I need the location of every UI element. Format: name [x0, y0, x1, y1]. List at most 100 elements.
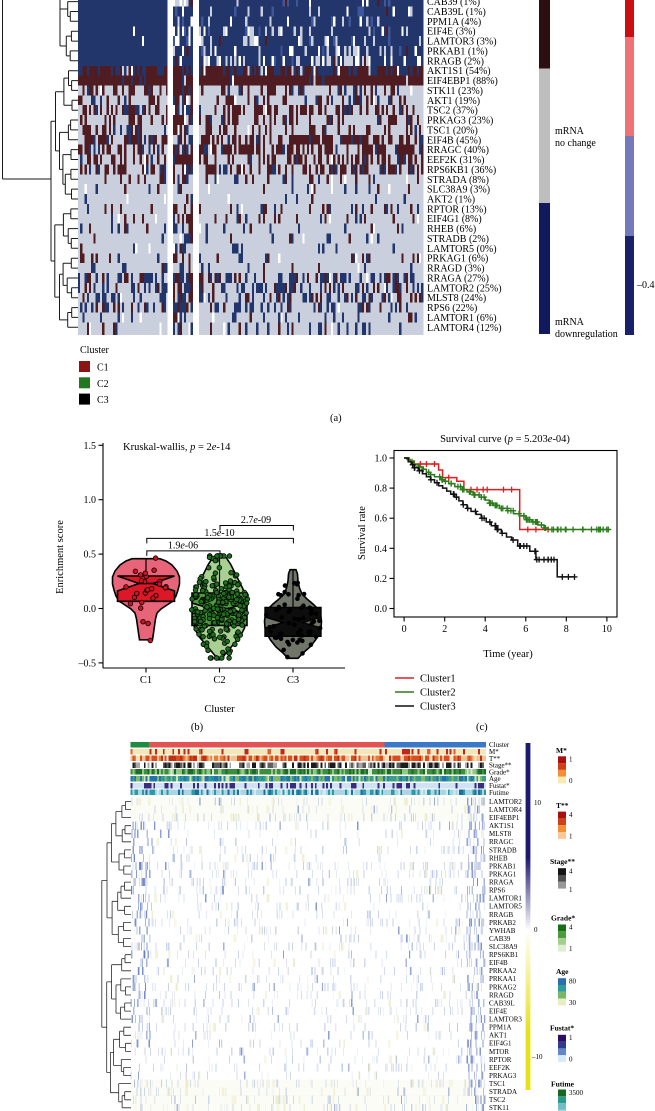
svg-text:AKT1S1: AKT1S1 — [489, 822, 515, 830]
svg-text:no change: no change — [555, 138, 596, 149]
svg-text:LAMTOR4: LAMTOR4 — [489, 806, 522, 814]
svg-text:CAB39L: CAB39L — [489, 999, 515, 1007]
svg-text:RRAGA (27%): RRAGA (27%) — [427, 274, 489, 285]
svg-text:Cluster2: Cluster2 — [420, 688, 456, 699]
svg-text:–0.4: –0.4 — [636, 280, 655, 291]
svg-text:Fustat*: Fustat* — [489, 782, 510, 790]
svg-text:Futime: Futime — [489, 789, 509, 797]
svg-text:Enrichment score: Enrichment score — [55, 520, 66, 594]
svg-text:0: 0 — [402, 624, 407, 635]
svg-text:1.5e-10: 1.5e-10 — [204, 528, 234, 539]
svg-text:T**: T** — [489, 755, 501, 763]
svg-text:EIF4B: EIF4B — [489, 959, 508, 967]
svg-text:LAMTOR4 (12%): LAMTOR4 (12%) — [427, 323, 502, 334]
svg-text:1: 1 — [569, 945, 573, 953]
svg-text:0: 0 — [534, 926, 538, 934]
svg-text:8: 8 — [564, 624, 569, 635]
svg-text:EIF4EBP1: EIF4EBP1 — [489, 814, 520, 822]
svg-text:–10: –10 — [531, 1053, 543, 1061]
svg-text:SLC38A9 (3%): SLC38A9 (3%) — [427, 185, 490, 196]
svg-text:PRKAG3 (23%): PRKAG3 (23%) — [427, 116, 493, 127]
svg-text:–0.5: –0.5 — [78, 658, 97, 669]
svg-text:EIF4E (3%): EIF4E (3%) — [427, 27, 476, 38]
svg-text:TSC1: TSC1 — [489, 1080, 506, 1088]
svg-text:RRAGD: RRAGD — [489, 991, 514, 999]
svg-text:Grade*: Grade* — [489, 768, 510, 776]
svg-text:AKT1: AKT1 — [489, 1032, 507, 1040]
svg-text:4: 4 — [569, 868, 573, 876]
svg-text:1.0: 1.0 — [375, 454, 388, 465]
svg-text:0.6: 0.6 — [375, 514, 388, 525]
svg-text:mRNA: mRNA — [555, 126, 585, 137]
svg-text:Fustat*: Fustat* — [550, 1024, 574, 1033]
svg-text:RRAGC (40%): RRAGC (40%) — [427, 145, 489, 156]
svg-text:LAMTOR5 (0%): LAMTOR5 (0%) — [427, 244, 497, 255]
svg-text:1.5: 1.5 — [84, 441, 97, 452]
svg-text:2: 2 — [442, 624, 447, 635]
svg-text:1: 1 — [569, 833, 573, 841]
svg-text:MLST8 (24%): MLST8 (24%) — [427, 293, 486, 304]
svg-text:(c): (c) — [476, 722, 488, 733]
svg-text:Survival curve (p = 5.203e-04): Survival curve (p = 5.203e-04) — [440, 434, 570, 445]
svg-text:PRKAA1: PRKAA1 — [489, 975, 517, 983]
svg-text:Cluster1: Cluster1 — [420, 674, 456, 685]
svg-text:0.4: 0.4 — [375, 544, 388, 555]
svg-text:0.8: 0.8 — [375, 484, 388, 495]
svg-text:2.7e-09: 2.7e-09 — [241, 515, 271, 526]
svg-text:1: 1 — [569, 756, 573, 764]
svg-text:Time (year): Time (year) — [483, 649, 533, 660]
svg-text:AKT1 (19%): AKT1 (19%) — [427, 96, 480, 107]
svg-text:LAMTOR2 (25%): LAMTOR2 (25%) — [427, 283, 502, 294]
svg-text:LAMTOR5: LAMTOR5 — [489, 903, 522, 911]
svg-text:EIF4B (45%): EIF4B (45%) — [427, 135, 481, 146]
svg-text:C3: C3 — [97, 395, 109, 406]
svg-text:PRKAB1: PRKAB1 — [489, 862, 516, 870]
svg-text:C1: C1 — [97, 363, 109, 374]
svg-text:0.0: 0.0 — [84, 604, 97, 615]
svg-text:0.2: 0.2 — [375, 574, 388, 585]
svg-text:4: 4 — [483, 624, 488, 635]
svg-text:SLC38A9: SLC38A9 — [489, 943, 518, 951]
svg-text:PRKAG2: PRKAG2 — [489, 983, 517, 991]
svg-text:(b): (b) — [191, 722, 204, 733]
svg-text:RPTOR: RPTOR — [489, 1056, 512, 1064]
svg-text:STRADA (8%): STRADA (8%) — [427, 175, 489, 186]
svg-text:MLST8: MLST8 — [489, 830, 512, 838]
svg-text:PPM1A: PPM1A — [489, 1024, 512, 1032]
svg-text:EIF4G1 (8%): EIF4G1 (8%) — [427, 214, 482, 225]
svg-text:RRAGD (3%): RRAGD (3%) — [427, 264, 485, 275]
svg-text:0.0: 0.0 — [375, 604, 388, 615]
svg-text:RRAGA: RRAGA — [489, 879, 514, 887]
svg-text:Cluster3: Cluster3 — [420, 702, 456, 713]
svg-text:3500: 3500 — [569, 1089, 584, 1097]
svg-text:STK11 (23%): STK11 (23%) — [427, 86, 483, 97]
svg-text:PRKAG3: PRKAG3 — [489, 1072, 517, 1080]
svg-text:0: 0 — [569, 777, 573, 785]
svg-text:Stage**: Stage** — [550, 857, 575, 866]
svg-text:LAMTOR1: LAMTOR1 — [489, 895, 522, 903]
svg-text:PRKAG1: PRKAG1 — [489, 871, 517, 879]
svg-text:LAMTOR1 (6%): LAMTOR1 (6%) — [427, 313, 497, 324]
svg-text:M*: M* — [489, 748, 499, 756]
svg-text:(a): (a) — [330, 413, 342, 424]
svg-text:RPS6 (22%): RPS6 (22%) — [427, 303, 477, 314]
svg-text:YWHAB: YWHAB — [489, 927, 516, 935]
svg-text:mRNA: mRNA — [555, 317, 585, 328]
svg-text:PRKAB1 (1%): PRKAB1 (1%) — [427, 46, 488, 57]
svg-text:Survival rate: Survival rate — [357, 506, 368, 560]
svg-text:4: 4 — [569, 811, 573, 819]
svg-text:RPTOR (13%): RPTOR (13%) — [427, 204, 487, 215]
svg-text:TSC2: TSC2 — [489, 1096, 506, 1104]
svg-text:EIF4EBP1 (88%): EIF4EBP1 (88%) — [427, 76, 498, 87]
svg-text:AKT1S1 (54%): AKT1S1 (54%) — [427, 66, 491, 77]
svg-text:1.0: 1.0 — [84, 495, 97, 506]
svg-text:RRAGC: RRAGC — [489, 838, 513, 846]
svg-text:downregulation: downregulation — [555, 329, 618, 340]
svg-text:1: 1 — [569, 1034, 573, 1042]
svg-text:Age: Age — [556, 967, 569, 976]
svg-text:PRKAB2: PRKAB2 — [489, 919, 516, 927]
svg-text:CAB39: CAB39 — [489, 935, 511, 943]
svg-text:MTOR: MTOR — [489, 1048, 509, 1056]
svg-text:1.9e-06: 1.9e-06 — [168, 540, 198, 551]
svg-text:Age: Age — [489, 775, 501, 783]
